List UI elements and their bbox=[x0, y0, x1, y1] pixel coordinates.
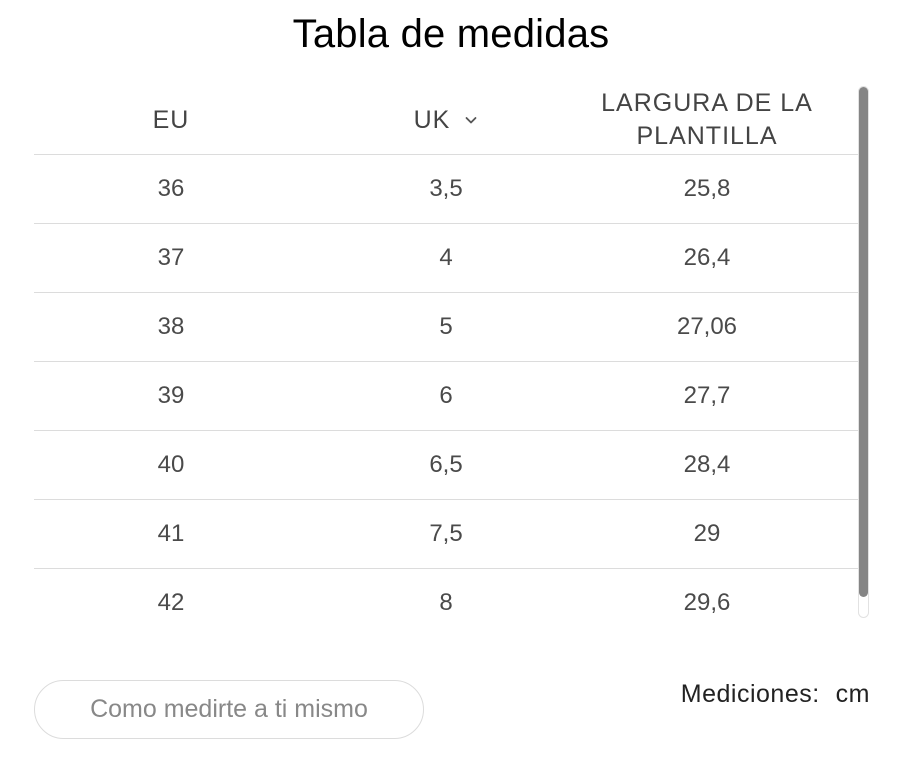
chevron-down-icon bbox=[464, 113, 478, 127]
cell-length: 26,4 bbox=[683, 244, 731, 271]
cell-length: 27,7 bbox=[683, 382, 731, 409]
units-label: Mediciones: bbox=[680, 680, 820, 708]
cell-eu: 40 bbox=[157, 451, 185, 478]
cell-eu: 36 bbox=[157, 175, 185, 202]
column-header-length-line2: PLANTILLA bbox=[636, 122, 778, 150]
table-body: 36 3,5 25,8 37 4 26,4 38 5 27,06 39 6 27… bbox=[34, 155, 858, 620]
cell-eu: 42 bbox=[157, 589, 185, 616]
column-header-eu: EU bbox=[102, 86, 240, 154]
cell-length: 28,4 bbox=[683, 451, 731, 478]
table-row: 36 3,5 25,8 bbox=[34, 155, 858, 224]
column-header-eu-label: EU bbox=[152, 105, 190, 134]
column-header-uk-label: UK bbox=[413, 105, 451, 134]
table-header-row: EU UK LARGURA DE LA PLANTILLA bbox=[34, 86, 858, 155]
cell-eu: 39 bbox=[157, 382, 185, 409]
cell-length: 25,8 bbox=[683, 175, 731, 202]
column-header-length-line1: LARGURA DE LA bbox=[601, 89, 813, 117]
page-title: Tabla de medidas bbox=[292, 12, 610, 56]
column-header-length-label: LARGURA DE LA PLANTILLA bbox=[601, 87, 813, 153]
cell-uk: 6 bbox=[439, 382, 453, 409]
table-row: 39 6 27,7 bbox=[34, 362, 858, 431]
cell-length: 27,06 bbox=[676, 313, 738, 340]
table-row: 37 4 26,4 bbox=[34, 224, 858, 293]
column-header-uk-dropdown[interactable]: UK bbox=[378, 86, 514, 154]
table-row: 41 7,5 29 bbox=[34, 500, 858, 569]
cell-uk: 7,5 bbox=[429, 520, 463, 547]
cell-length: 29,6 bbox=[683, 589, 731, 616]
cell-uk: 6,5 bbox=[429, 451, 463, 478]
how-to-measure-button[interactable]: Como medirte a ti mismo bbox=[34, 680, 424, 739]
scrollbar-thumb[interactable] bbox=[859, 87, 868, 597]
table-row: 38 5 27,06 bbox=[34, 293, 858, 362]
size-table: EU UK LARGURA DE LA PLANTILLA 36 3,5 25,… bbox=[34, 86, 858, 620]
cell-uk: 4 bbox=[439, 244, 453, 271]
measurement-units: Mediciones: cm bbox=[640, 680, 870, 716]
table-row: 40 6,5 28,4 bbox=[34, 431, 858, 500]
cell-length: 29 bbox=[693, 520, 721, 547]
cell-eu: 37 bbox=[157, 244, 185, 271]
units-value: cm bbox=[835, 680, 870, 708]
cell-uk: 3,5 bbox=[429, 175, 463, 202]
cell-uk: 8 bbox=[439, 589, 453, 616]
table-row: 42 8 29,6 bbox=[34, 569, 858, 620]
cell-eu: 38 bbox=[157, 313, 185, 340]
table-scrollbar[interactable] bbox=[858, 86, 869, 618]
cell-uk: 5 bbox=[439, 313, 453, 340]
column-header-length: LARGURA DE LA PLANTILLA bbox=[574, 86, 840, 154]
cell-eu: 41 bbox=[157, 520, 185, 547]
